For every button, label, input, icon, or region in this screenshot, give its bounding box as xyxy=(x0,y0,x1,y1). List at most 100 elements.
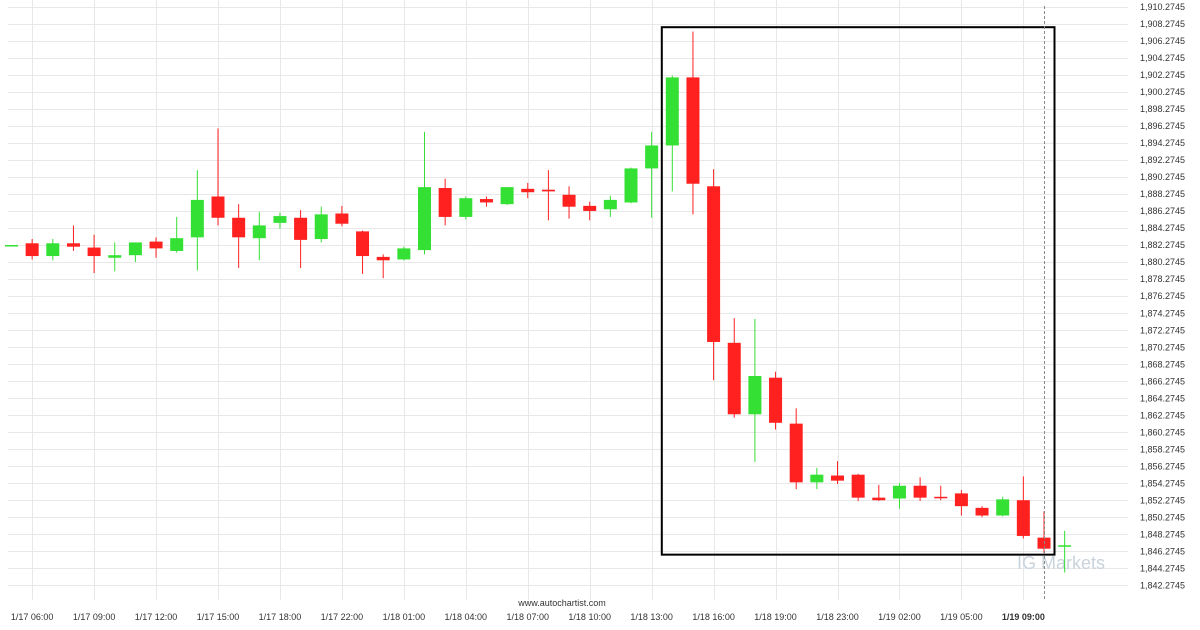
candle xyxy=(831,461,844,485)
y-tick-label: 1,846.2745 xyxy=(1140,546,1185,556)
x-tick-label: 1/17 15:00 xyxy=(197,612,240,622)
y-tick-label: 1,866.2745 xyxy=(1140,376,1185,386)
candle-body xyxy=(624,168,638,203)
y-tick-label: 1,864.2745 xyxy=(1140,393,1185,403)
y-tick-label: 1,872.2745 xyxy=(1140,325,1185,335)
candle xyxy=(954,489,968,516)
x-axis: 1/17 06:00 1/17 09:00 1/17 12:00 1/17 15:00… xyxy=(11,612,1045,622)
candle xyxy=(603,195,617,217)
candle-body xyxy=(356,231,370,257)
candle xyxy=(273,212,287,229)
candle xyxy=(665,75,679,192)
x-tick-label: 1/17 06:00 xyxy=(11,612,54,622)
candle xyxy=(25,239,39,260)
candle xyxy=(541,170,555,221)
candle-body xyxy=(996,499,1010,516)
candle xyxy=(583,201,597,221)
candle xyxy=(500,187,514,206)
candle-body xyxy=(170,238,184,251)
candle xyxy=(232,204,246,268)
candle-body xyxy=(645,145,659,169)
candle-body xyxy=(314,214,328,240)
candle-body xyxy=(211,196,225,218)
y-tick-label: 1,900.2745 xyxy=(1140,87,1185,97)
candle-body xyxy=(25,243,39,257)
candle-body xyxy=(521,188,535,193)
y-tick-label: 1,858.2745 xyxy=(1140,444,1185,454)
candle-body xyxy=(892,485,906,499)
y-tick-label: 1,850.2745 xyxy=(1140,512,1185,522)
candle xyxy=(686,31,700,215)
candle-body xyxy=(66,243,80,247)
candle xyxy=(562,186,576,219)
candle-body xyxy=(583,205,597,211)
y-tick-label: 1,876.2745 xyxy=(1140,291,1185,301)
x-tick-label: 1/18 16:00 xyxy=(692,612,735,622)
y-tick-label: 1,882.2745 xyxy=(1140,240,1185,250)
x-tick-label: 1/17 18:00 xyxy=(259,612,302,622)
y-tick-label: 1,860.2745 xyxy=(1140,427,1185,437)
candle xyxy=(624,167,638,204)
grid-lines xyxy=(8,0,1128,600)
x-tick-label: 1/18 13:00 xyxy=(630,612,673,622)
y-tick-label: 1,856.2745 xyxy=(1140,461,1185,471)
candle-body xyxy=(459,198,473,217)
y-tick-label: 1,862.2745 xyxy=(1140,410,1185,420)
candle-body xyxy=(934,496,948,499)
candle-body xyxy=(831,475,844,481)
candle-body xyxy=(748,375,762,415)
candle-body xyxy=(418,187,431,251)
candle xyxy=(645,131,659,218)
candle xyxy=(810,467,824,490)
candle-body xyxy=(397,248,411,260)
candle-body xyxy=(376,256,390,261)
candle-body xyxy=(128,242,142,256)
x-tick-label: 1/19 09:00 xyxy=(1002,612,1045,622)
y-tick-label: 1,848.2745 xyxy=(1140,529,1185,539)
candle-body xyxy=(603,199,617,210)
y-tick-label: 1,878.2745 xyxy=(1140,274,1185,284)
candle-body xyxy=(1058,545,1072,547)
y-tick-label: 1,898.2745 xyxy=(1140,104,1185,114)
x-tick-label: 1/18 19:00 xyxy=(754,612,797,622)
x-tick-label: 1/17 22:00 xyxy=(321,612,364,622)
candle-body xyxy=(1016,500,1030,536)
candle xyxy=(521,182,535,199)
y-axis: 1,910.2745 1,908.2745 1,906.2745 1,904.2745… xyxy=(1140,2,1185,590)
y-tick-label: 1,844.2745 xyxy=(1140,563,1185,573)
candle xyxy=(397,246,411,261)
candle-body xyxy=(190,199,204,238)
candles xyxy=(5,31,1072,573)
y-tick-label: 1,874.2745 xyxy=(1140,308,1185,318)
candle-body xyxy=(810,474,824,483)
candle xyxy=(851,473,865,502)
y-tick-label: 1,888.2745 xyxy=(1140,189,1185,199)
candle xyxy=(108,242,122,272)
candle xyxy=(190,170,204,271)
candle xyxy=(314,206,328,243)
candle-body xyxy=(232,217,246,238)
candle xyxy=(1058,530,1072,573)
candle-body xyxy=(975,507,989,516)
y-tick-label: 1,880.2745 xyxy=(1140,257,1185,267)
y-tick-label: 1,870.2745 xyxy=(1140,342,1185,352)
candle xyxy=(913,477,927,502)
candle-body xyxy=(438,187,452,217)
candle xyxy=(418,131,431,255)
x-tick-label: 1/19 05:00 xyxy=(940,612,983,622)
y-tick-label: 1,884.2745 xyxy=(1140,223,1185,233)
y-tick-label: 1,896.2745 xyxy=(1140,121,1185,131)
y-tick-label: 1,906.2745 xyxy=(1140,36,1185,46)
candle-body xyxy=(500,187,514,205)
candle xyxy=(149,237,163,258)
candle-body xyxy=(273,216,287,223)
candle-body xyxy=(46,243,60,257)
candle xyxy=(356,230,370,274)
x-tick-label: 1/18 01:00 xyxy=(383,612,426,622)
candle xyxy=(46,239,60,261)
y-tick-label: 1,908.2745 xyxy=(1140,19,1185,29)
candle xyxy=(170,216,184,253)
x-tick-label: 1/17 09:00 xyxy=(73,612,116,622)
candle-body xyxy=(686,77,700,184)
candle-body xyxy=(335,213,349,224)
